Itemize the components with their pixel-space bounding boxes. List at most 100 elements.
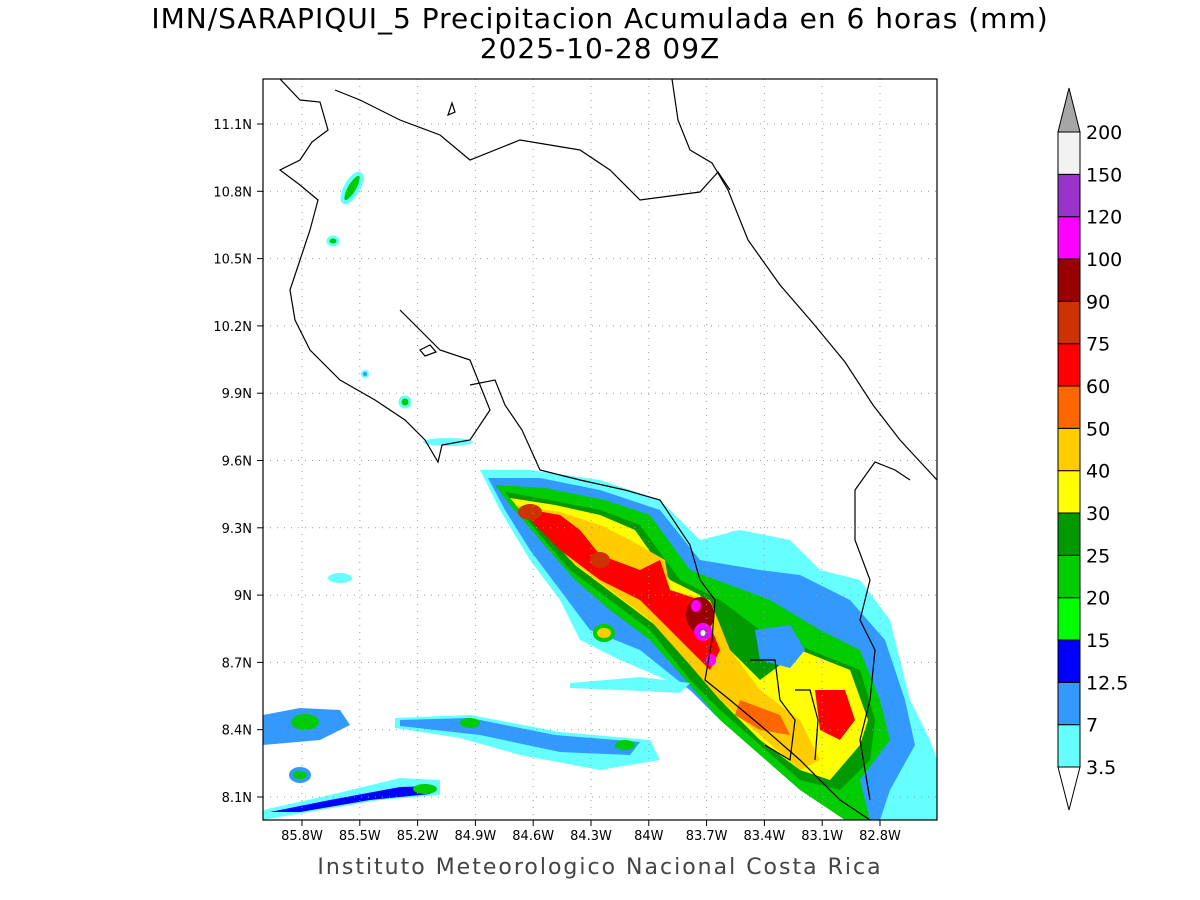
colorbar-label: 75: [1086, 334, 1110, 356]
colorbar-swatch: [1057, 300, 1081, 345]
precip-darkred-core: [590, 552, 610, 568]
lat-tick-label: 11.1N: [213, 118, 252, 133]
lon-tick-label: 84.3W: [570, 829, 612, 844]
lat-tick-label: 9N: [234, 589, 252, 604]
grid-lines: [263, 79, 937, 820]
colorbar-label: 30: [1086, 503, 1110, 525]
precip-red: [520, 508, 720, 670]
precip-magenta-core: [691, 600, 701, 612]
axis-ticks: 85.8W 85.5W 85.2W 84.9W 84.6W 84.3W 84W 83.7W 83…: [213, 118, 901, 844]
lon-tick-label: 85.5W: [339, 829, 381, 844]
precip-red-se: [815, 690, 855, 740]
colorbar-label: 15: [1086, 630, 1110, 652]
precip-streak: [400, 718, 640, 755]
colorbar-swatch: [1057, 681, 1081, 726]
precip-spot: [423, 438, 473, 446]
colorbar-swatch: [1057, 512, 1081, 556]
colorbar-label: 12.5: [1086, 672, 1128, 694]
colorbar-swatch: [1057, 131, 1081, 175]
lon-tick-label: 83.7W: [686, 829, 728, 844]
colorbar: 3.5 7 12.5 15 20 25 30 40 50 60 75 90 100 120 150 200: [1057, 87, 1128, 811]
lon-tick-label: 83.1W: [801, 829, 843, 844]
precip-red-s: [735, 700, 790, 735]
precip-spot: [398, 395, 412, 409]
lat-tick-label: 10.8N: [213, 185, 252, 200]
colorbar-label: 60: [1086, 376, 1110, 398]
colorbar-swatch: [1057, 173, 1081, 218]
colorbar-swatch: [1057, 258, 1081, 302]
colorbar-swatch: [1057, 470, 1081, 514]
precip-spot: [289, 767, 311, 783]
precip-spot: [593, 624, 615, 642]
colorbar-swatch: [1057, 639, 1081, 683]
precip-streak-core: [413, 784, 437, 794]
coastline: [419, 344, 438, 357]
colorbar-label: 200: [1086, 122, 1122, 144]
coastlines: [278, 79, 937, 820]
colorbar-swatch: [1057, 216, 1081, 260]
border: [854, 461, 911, 491]
precip-field: [263, 171, 937, 820]
colorbar-label: 100: [1086, 249, 1122, 271]
province-border: [750, 659, 796, 761]
coastline: [671, 79, 937, 481]
colorbar-swatch: [1057, 554, 1081, 599]
lat-tick-label: 10.2N: [213, 320, 252, 335]
lat-tick-label: 9.9N: [222, 387, 252, 402]
colorbar-label: 40: [1086, 461, 1110, 483]
lat-tick-label: 8.1N: [222, 791, 252, 806]
lon-tick-label: 84.9W: [454, 829, 496, 844]
colorbar-label: 150: [1086, 164, 1122, 186]
lon-tick-label: 84.6W: [512, 829, 554, 844]
border: [854, 490, 876, 801]
precip-darkred-core: [518, 504, 542, 520]
colorbar-swatch: [1057, 597, 1081, 641]
lon-tick-label: 85.2W: [397, 829, 439, 844]
precip-streak-core: [460, 718, 480, 728]
lat-tick-label: 9.6N: [222, 455, 252, 470]
colorbar-swatch: [1057, 427, 1081, 472]
colorbar-label: 7: [1086, 715, 1098, 737]
precip-streak-core: [291, 714, 319, 730]
colorbar-label: 50: [1086, 418, 1110, 440]
colorbar-label: 20: [1086, 588, 1110, 610]
province-border: [795, 689, 819, 761]
colorbar-label: 120: [1086, 207, 1122, 229]
colorbar-swatch: [1057, 724, 1081, 768]
colorbar-label: 3.5: [1086, 757, 1116, 779]
precip-streak: [270, 786, 435, 812]
footer-credit: Instituto Meteorologico Nacional Costa R…: [317, 855, 883, 880]
precip-spot: [328, 573, 352, 583]
lon-tick-label: 84W: [634, 829, 664, 844]
precip-blue-pocket: [755, 625, 805, 668]
lon-tick-label: 83.4W: [743, 829, 785, 844]
coastline: [447, 101, 456, 117]
map-subtitle: 2025-10-28 09Z: [479, 32, 721, 65]
precip-white-core: [700, 630, 706, 636]
colorbar-label: 25: [1086, 545, 1110, 567]
lat-tick-label: 8.7N: [222, 656, 252, 671]
coastline: [469, 379, 871, 820]
precip-streak-core: [615, 740, 635, 750]
colorbar-swatch: [1057, 385, 1081, 429]
precip-spot: [726, 531, 744, 545]
precip-spot: [326, 235, 340, 247]
lat-tick-label: 10.5N: [213, 253, 252, 268]
coastline: [278, 79, 491, 464]
precip-streak: [570, 677, 690, 693]
colorbar-swatch: [1057, 343, 1081, 387]
plot-frame: [262, 78, 938, 821]
lat-tick-label: 8.4N: [222, 724, 252, 739]
lon-tick-label: 82.8W: [859, 829, 901, 844]
lon-tick-label: 85.8W: [281, 829, 323, 844]
colorbar-over-triangle: [1057, 87, 1081, 133]
precip-spot: [340, 171, 364, 205]
colorbar-label: 90: [1086, 291, 1110, 313]
lat-tick-label: 9.3N: [222, 522, 252, 537]
coastline: [334, 89, 731, 201]
precip-spot: [361, 370, 369, 378]
colorbar-under-triangle: [1057, 766, 1081, 811]
map-title: IMN/SARAPIQUI_5 Precipitacion Acumulada …: [151, 2, 1049, 35]
